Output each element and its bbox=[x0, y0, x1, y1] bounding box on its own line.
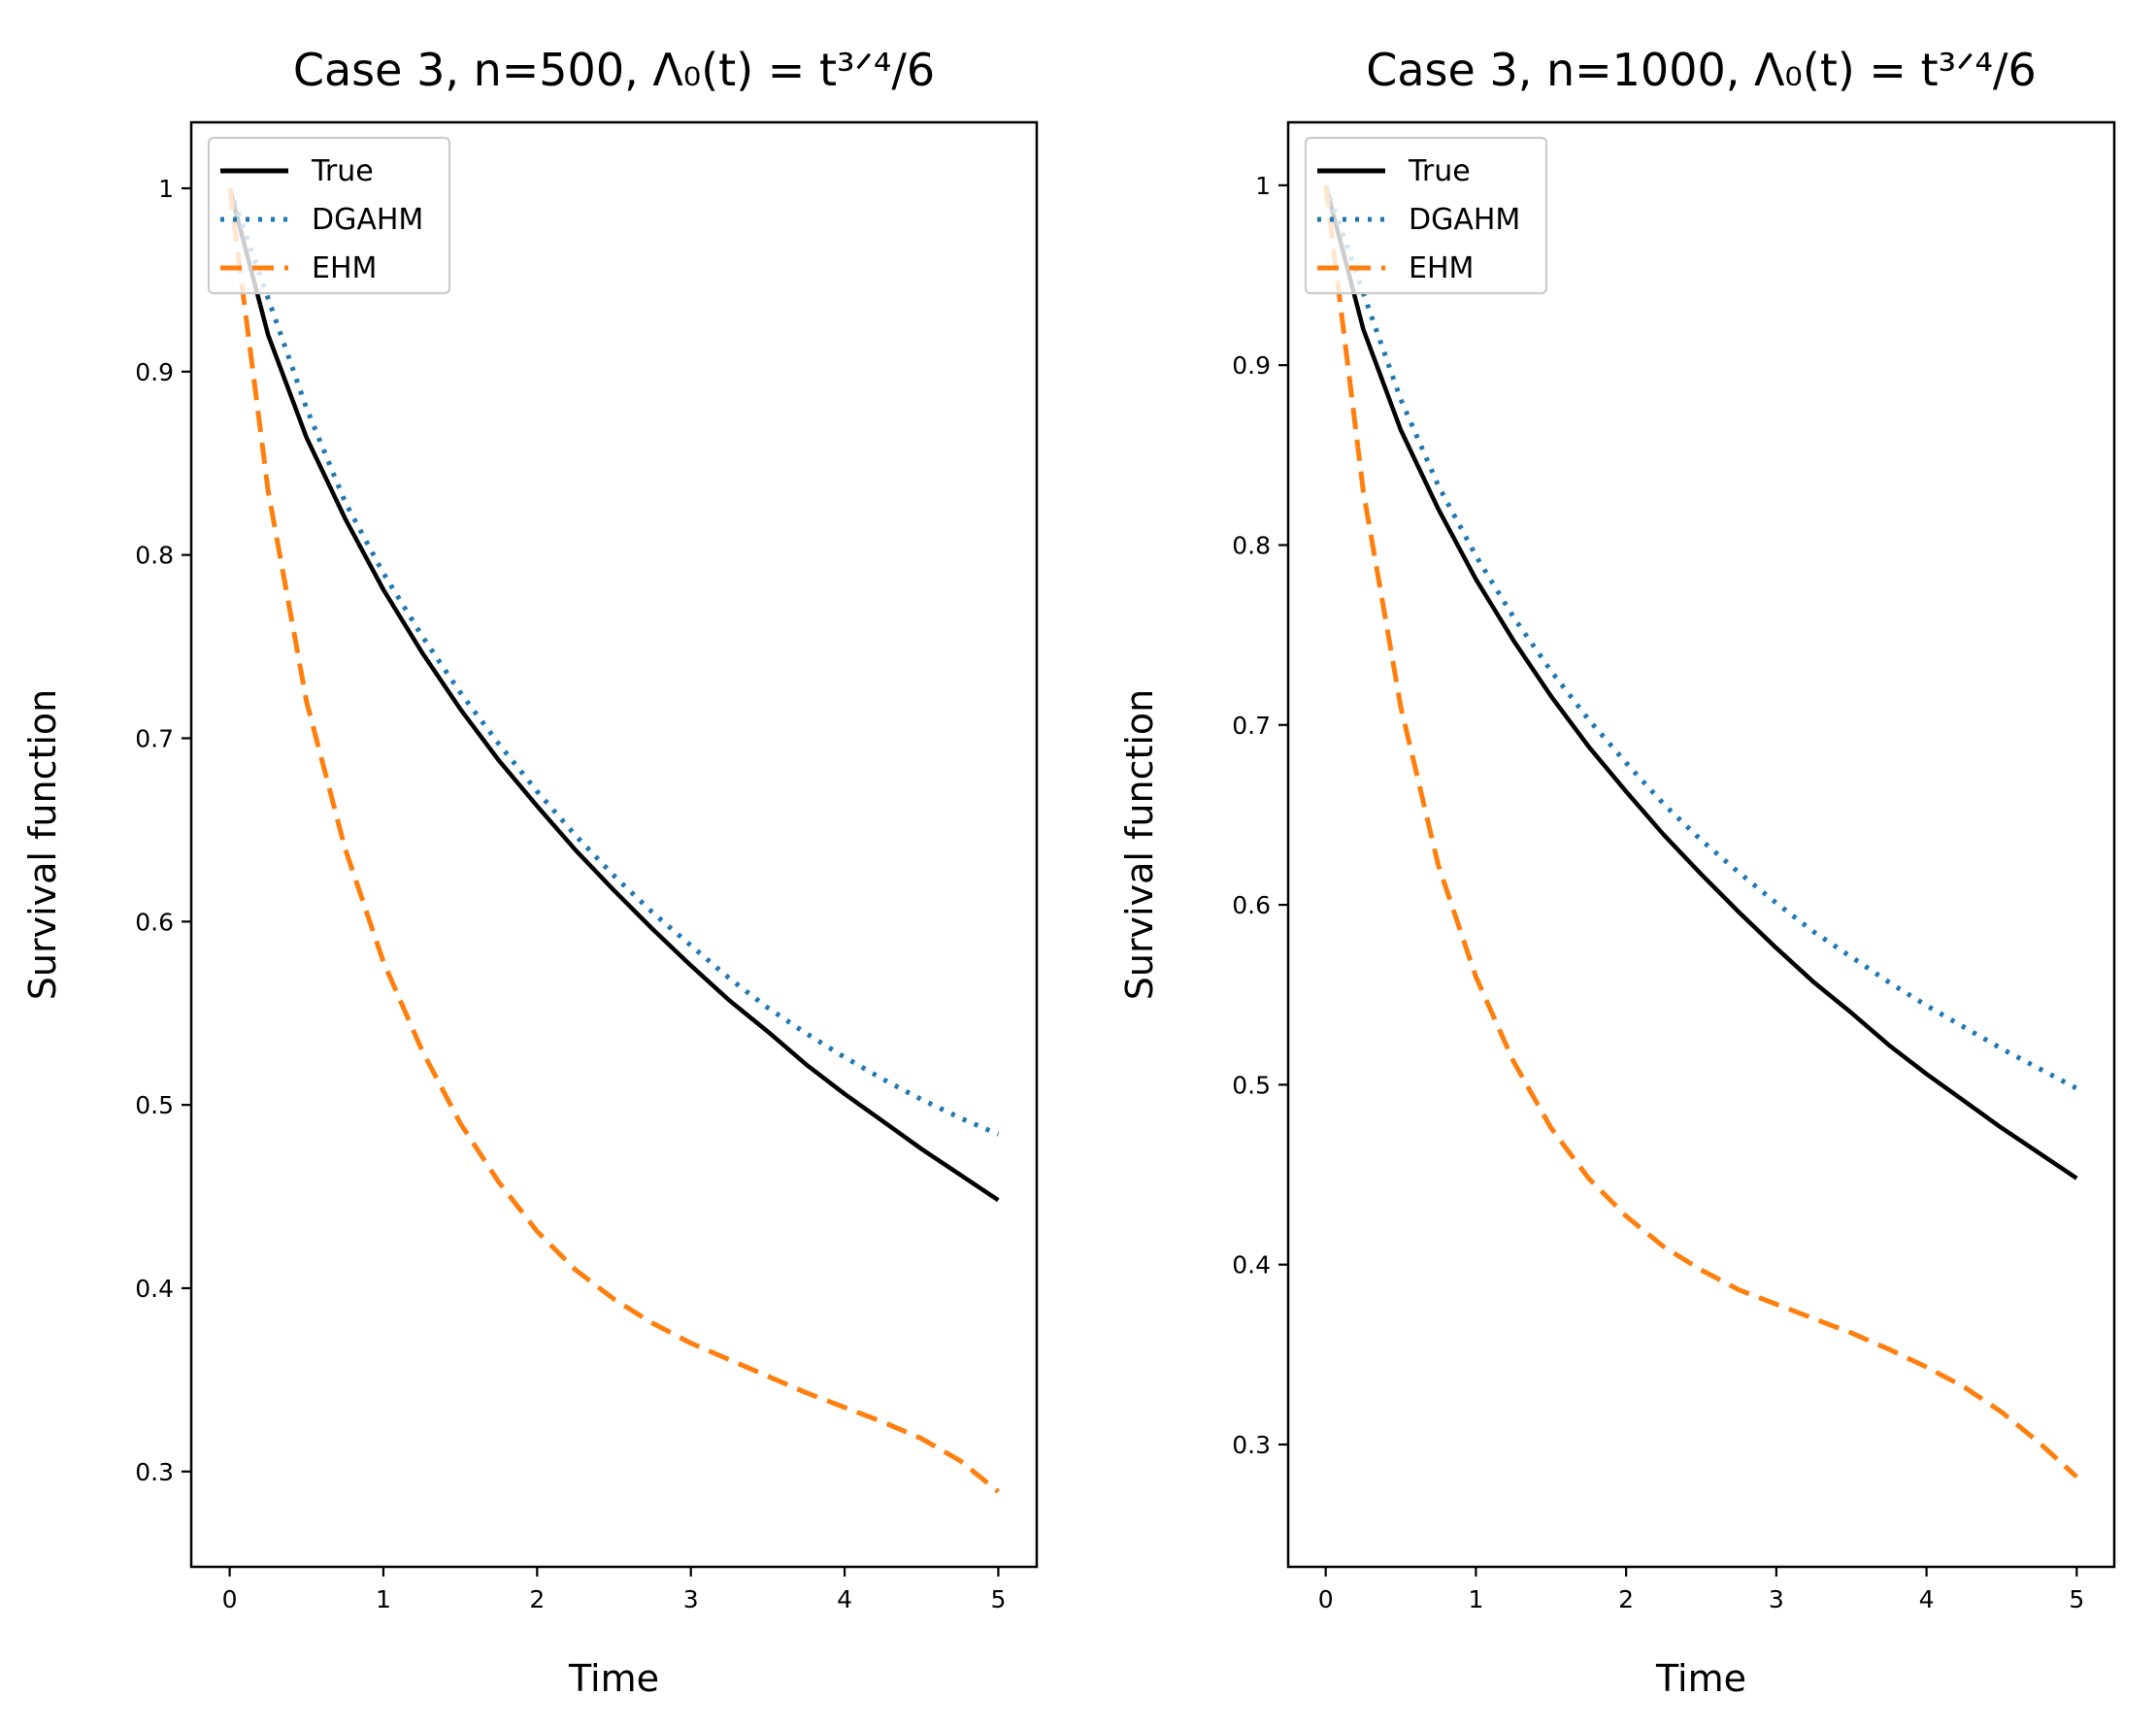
x-tick-label: 2 bbox=[529, 1585, 545, 1613]
legend-label-dgahm: DGAHM bbox=[1409, 203, 1520, 237]
chart-panel-2: 0 1 2 3 4 5 0.3 0.4 0.5 0.6 0.7 0.8 0.9 1 Case 3, n=10… bbox=[1118, 44, 2116, 1700]
legend-label-ehm: EHM bbox=[1409, 251, 1474, 285]
legend-label-ehm: EHM bbox=[312, 251, 377, 285]
series-line-true bbox=[1323, 184, 2078, 1180]
y-tick-label: 0.6 bbox=[135, 908, 174, 936]
y-tick-label: 0.5 bbox=[1232, 1071, 1271, 1099]
y-tick-label: 0.9 bbox=[135, 358, 174, 386]
legend-label-true: True bbox=[1408, 154, 1471, 188]
y-tick-label: 0.8 bbox=[135, 542, 174, 570]
x-axis-label: Time bbox=[568, 1657, 659, 1700]
x-tick-label: 1 bbox=[376, 1585, 391, 1613]
chart-title: Case 3, n=500, Λ₀(t) = t³ᐟ⁴/6 bbox=[293, 44, 935, 96]
x-tick-label: 3 bbox=[1769, 1585, 1784, 1613]
y-tick-label: 0.9 bbox=[1232, 351, 1271, 380]
series-line-dgahm bbox=[1323, 184, 2078, 1091]
series-line-true bbox=[227, 187, 1000, 1203]
chart-panel-1: 0 1 2 3 4 5 0.3 0.4 0.5 0.6 0.7 0.8 0.9 1 Case 3, n=50… bbox=[21, 44, 1039, 1700]
legend-box bbox=[207, 136, 451, 295]
plot-frame bbox=[1286, 120, 2116, 1569]
legend: True DGAHM EHM bbox=[1304, 136, 1548, 295]
legend-label-dgahm: DGAHM bbox=[312, 203, 423, 237]
x-tick-label: 0 bbox=[1318, 1585, 1334, 1613]
x-axis-label: Time bbox=[1655, 1657, 1746, 1700]
x-tick-label: 0 bbox=[222, 1585, 238, 1613]
series-line-ehm bbox=[227, 187, 1000, 1494]
y-tick-label: 0.4 bbox=[1232, 1251, 1271, 1279]
x-tick-label: 3 bbox=[683, 1585, 699, 1613]
series-line-dgahm bbox=[227, 187, 1000, 1137]
legend: True DGAHM EHM bbox=[207, 136, 451, 295]
legend-box bbox=[1304, 136, 1548, 295]
y-tick-label: 0.6 bbox=[1232, 891, 1271, 919]
y-tick-label: 0.8 bbox=[1232, 531, 1271, 559]
y-tick-label: 1 bbox=[158, 175, 174, 203]
y-tick-label: 0.7 bbox=[1232, 712, 1271, 740]
series-line-ehm bbox=[1323, 184, 2078, 1479]
x-tick-label: 1 bbox=[1468, 1585, 1483, 1613]
plot-frame bbox=[189, 120, 1039, 1569]
x-tick-label: 5 bbox=[990, 1585, 1006, 1613]
y-tick-label: 0.3 bbox=[1232, 1431, 1271, 1459]
y-tick-label: 1 bbox=[1255, 172, 1271, 200]
y-tick-label: 0.4 bbox=[135, 1275, 174, 1303]
y-tick-label: 0.7 bbox=[135, 724, 174, 752]
y-tick-label: 0.3 bbox=[135, 1458, 174, 1486]
x-tick-label: 4 bbox=[1919, 1585, 1935, 1613]
legend-label-true: True bbox=[311, 154, 374, 188]
x-tick-label: 5 bbox=[2069, 1585, 2084, 1613]
x-tick-label: 4 bbox=[837, 1585, 852, 1613]
y-axis-label: Survival function bbox=[21, 689, 64, 1001]
y-axis-label: Survival function bbox=[1118, 689, 1161, 1001]
y-tick-label: 0.5 bbox=[135, 1091, 174, 1119]
x-tick-label: 2 bbox=[1618, 1585, 1634, 1613]
chart-title: Case 3, n=1000, Λ₀(t) = t³ᐟ⁴/6 bbox=[1366, 44, 2037, 96]
